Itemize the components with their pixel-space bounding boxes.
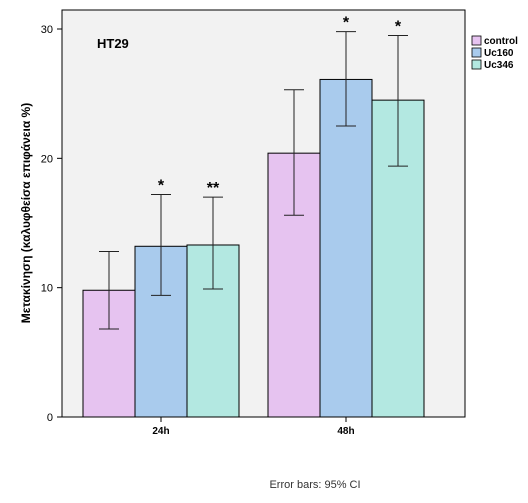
significance-label: * bbox=[158, 178, 165, 195]
chart-title: HT29 bbox=[97, 36, 129, 51]
error-bars-layer bbox=[99, 31, 408, 330]
legend-label-control: control bbox=[484, 36, 518, 47]
bars-layer bbox=[82, 78, 425, 418]
y-tick-label: 30 bbox=[41, 24, 53, 36]
legend-label-uc346: Uc346 bbox=[484, 60, 514, 71]
x-axis: 24h 48h bbox=[152, 417, 355, 437]
annotations-layer: * *** * bbox=[158, 15, 402, 198]
legend-swatch-uc160 bbox=[471, 47, 482, 58]
legend-swatch-control bbox=[471, 35, 482, 46]
significance-label: * bbox=[343, 15, 350, 32]
y-axis-label: Μετακίνηση (καλυφθείσα επιφάνεια %) bbox=[19, 103, 33, 323]
footnote: Error bars: 95% CI bbox=[269, 479, 360, 491]
y-tick-label: 0 bbox=[47, 412, 53, 424]
bar-uc160-48h bbox=[319, 78, 373, 418]
y-axis: 0 10 20 30 bbox=[41, 24, 62, 424]
x-tick-label: 48h bbox=[337, 426, 354, 437]
x-tick-label: 24h bbox=[152, 426, 169, 437]
y-tick-label: 20 bbox=[41, 153, 53, 165]
significance-label: ** bbox=[207, 180, 220, 197]
y-tick-label: 10 bbox=[41, 283, 53, 295]
legend-label-uc160: Uc160 bbox=[484, 48, 514, 59]
significance-label: * bbox=[395, 18, 402, 35]
legend-swatch-uc346 bbox=[471, 59, 482, 70]
